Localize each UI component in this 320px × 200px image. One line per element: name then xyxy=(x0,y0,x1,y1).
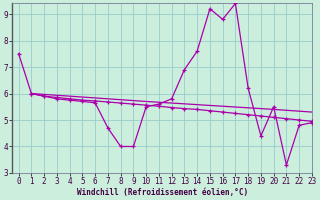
X-axis label: Windchill (Refroidissement éolien,°C): Windchill (Refroidissement éolien,°C) xyxy=(76,188,248,197)
